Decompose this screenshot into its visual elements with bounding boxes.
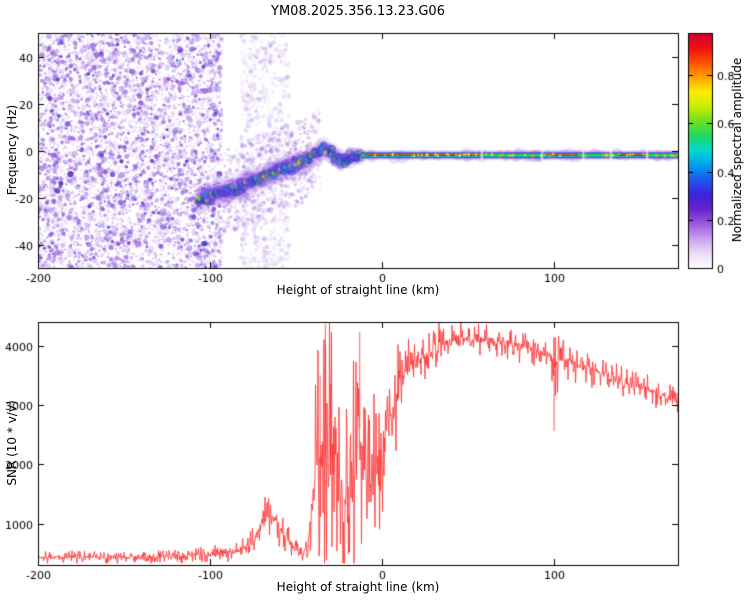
snr-y-axis-label: SNR (10 * v/v) xyxy=(5,400,19,486)
snr-x-axis-label: Height of straight line (km) xyxy=(276,580,440,594)
figure-title: YM08.2025.356.13.23.G06 xyxy=(271,4,445,19)
spectrogram-x-axis-label: Height of straight line (km) xyxy=(276,283,440,297)
colorbar-label: Normalized spectral amplitude xyxy=(730,57,744,243)
spectrogram-y-axis-label: Frequency (Hz) xyxy=(5,104,19,196)
